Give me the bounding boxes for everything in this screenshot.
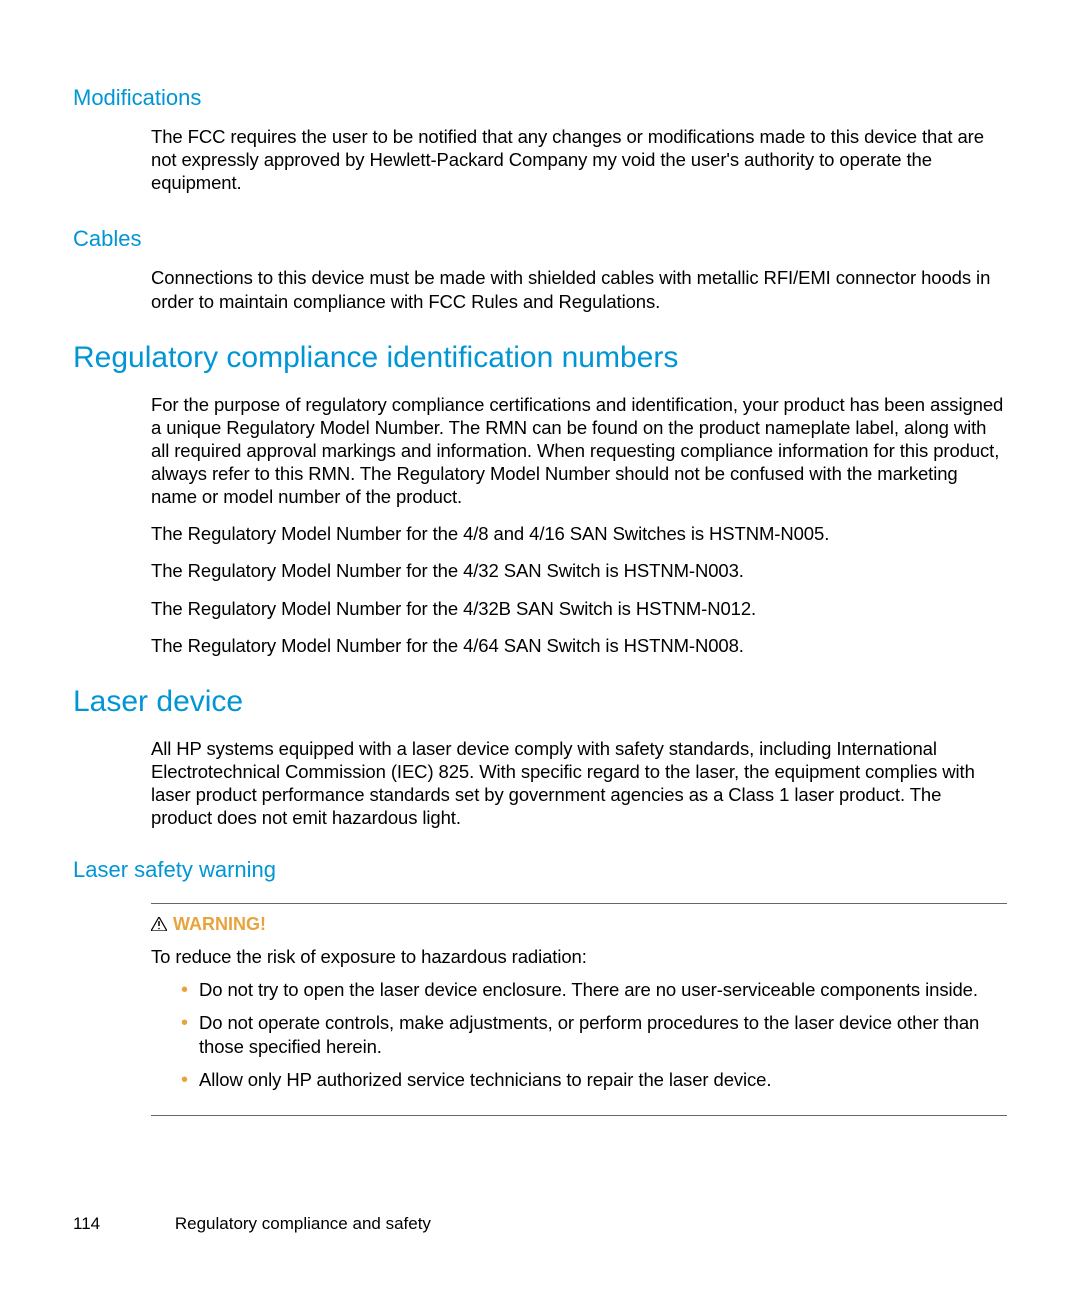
- regulatory-paragraph-1: The Regulatory Model Number for the 4/8 …: [151, 522, 1007, 545]
- warning-label: WARNING!: [151, 914, 1007, 936]
- regulatory-paragraph-4: The Regulatory Model Number for the 4/64…: [151, 634, 1007, 657]
- footer-section-title: Regulatory compliance and safety: [175, 1214, 431, 1233]
- warning-bullet-1: Do not operate controls, make adjustment…: [181, 1011, 1007, 1057]
- warning-bullet-list: Do not try to open the laser device encl…: [151, 978, 1007, 1091]
- warning-icon: [151, 915, 167, 936]
- warning-intro: To reduce the risk of exposure to hazard…: [151, 946, 1007, 968]
- laser-safety-heading: Laser safety warning: [73, 857, 1007, 883]
- regulatory-paragraph-3: The Regulatory Model Number for the 4/32…: [151, 597, 1007, 620]
- regulatory-paragraph-0: For the purpose of regulatory compliance…: [151, 393, 1007, 509]
- modifications-heading: Modifications: [73, 85, 1007, 111]
- laser-device-body: All HP systems equipped with a laser dev…: [151, 737, 1007, 830]
- regulatory-paragraph-2: The Regulatory Model Number for the 4/32…: [151, 559, 1007, 582]
- modifications-body: The FCC requires the user to be notified…: [151, 125, 1007, 194]
- warning-bullet-0: Do not try to open the laser device encl…: [181, 978, 1007, 1001]
- warning-box: WARNING! To reduce the risk of exposure …: [151, 903, 1007, 1116]
- regulatory-heading: Regulatory compliance identification num…: [73, 341, 1007, 375]
- cables-body: Connections to this device must be made …: [151, 266, 1007, 312]
- cables-heading: Cables: [73, 226, 1007, 252]
- page-number: 114: [73, 1214, 100, 1234]
- warning-bullet-2: Allow only HP authorized service technic…: [181, 1068, 1007, 1091]
- laser-device-heading: Laser device: [73, 685, 1007, 719]
- warning-label-text: WARNING!: [173, 914, 266, 934]
- page-footer: 114 Regulatory compliance and safety: [73, 1214, 431, 1234]
